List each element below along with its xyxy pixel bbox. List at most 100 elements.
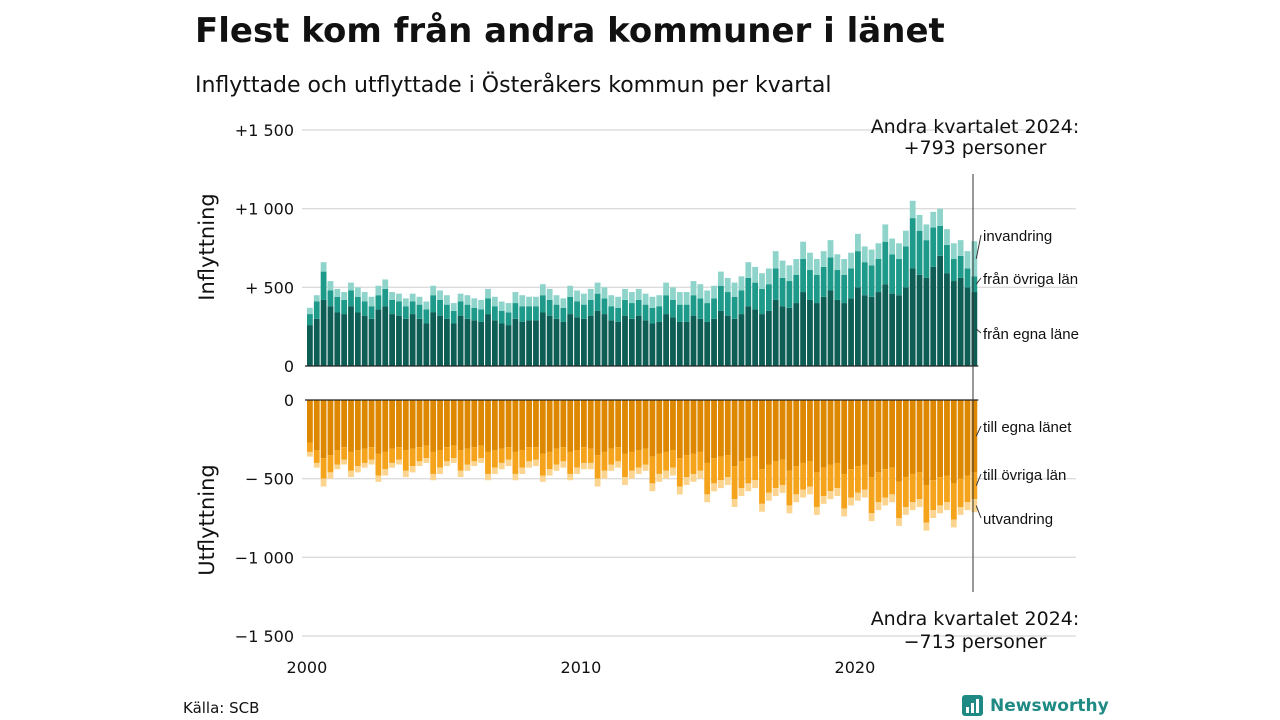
bar-inflow-0: [827, 290, 834, 366]
bar-outflow-1: [855, 466, 861, 493]
bar-inflow-2: [567, 285, 574, 297]
bar-outflow-1: [896, 481, 902, 518]
series-label-outflow: utvandring: [983, 511, 1053, 528]
bar-inflow-2: [697, 284, 704, 299]
bar-inflow-2: [813, 259, 820, 275]
bar-inflow-2: [690, 281, 697, 296]
label-leader-line: [975, 234, 982, 259]
bar-inflow-0: [485, 314, 491, 366]
bar-outflow-2: [649, 483, 656, 492]
bar-outflow-1: [409, 448, 416, 467]
x-tick-label: 2020: [835, 658, 876, 677]
bar-inflow-0: [676, 321, 683, 366]
bar-outflow-1: [670, 450, 676, 468]
bar-inflow-1: [635, 299, 642, 316]
bar-inflow-1: [683, 304, 690, 322]
bar-inflow-1: [389, 299, 395, 315]
bar-inflow-1: [800, 259, 806, 293]
bar-inflow-1: [868, 265, 875, 297]
y-tick-label: 0: [284, 391, 294, 410]
bar-outflow-1: [779, 459, 786, 485]
x-tick-label: 2000: [287, 658, 328, 677]
bar-outflow-1: [567, 451, 574, 474]
bar-outflow-1: [553, 448, 560, 465]
bar-outflow-2: [416, 461, 423, 467]
bar-inflow-0: [437, 315, 443, 366]
bar-inflow-1: [368, 306, 375, 319]
bar-outflow-1: [608, 448, 615, 465]
bar-outflow-1: [491, 450, 498, 468]
bar-inflow-2: [327, 281, 334, 291]
bar-inflow-2: [923, 224, 930, 241]
bar-inflow-2: [944, 229, 950, 245]
bar-inflow-1: [348, 290, 354, 307]
bar-outflow-0: [601, 400, 608, 452]
bar-inflow-2: [354, 287, 361, 297]
bar-inflow-0: [491, 320, 498, 366]
bar-outflow-0: [567, 400, 574, 452]
bar-outflow-2: [971, 499, 978, 513]
bar-outflow-0: [656, 400, 663, 454]
bar-outflow-1: [861, 464, 868, 490]
bar-outflow-2: [567, 473, 574, 481]
bar-inflow-1: [882, 241, 889, 285]
bar-outflow-0: [423, 400, 430, 446]
bar-outflow-0: [841, 400, 848, 474]
bar-inflow-1: [745, 277, 752, 307]
bar-outflow-2: [697, 470, 704, 479]
bar-outflow-2: [313, 462, 320, 468]
bar-inflow-2: [882, 224, 889, 242]
bar-inflow-0: [779, 306, 786, 366]
bar-outflow-1: [581, 447, 587, 463]
bar-inflow-0: [683, 321, 690, 366]
bar-inflow-2: [663, 282, 669, 296]
bar-outflow-1: [841, 473, 848, 509]
bar-inflow-0: [848, 298, 854, 366]
bar-outflow-1: [937, 477, 943, 506]
bar-inflow-0: [402, 318, 409, 366]
bar-outflow-0: [820, 400, 827, 468]
bar-inflow-0: [375, 309, 382, 366]
bar-inflow-2: [464, 295, 471, 305]
bar-inflow-2: [553, 295, 560, 305]
bar-inflow-0: [896, 295, 902, 366]
bar-outflow-2: [642, 464, 649, 471]
bar-inflow-1: [834, 270, 841, 300]
bar-outflow-0: [560, 400, 567, 448]
bar-outflow-2: [526, 461, 532, 468]
bar-inflow-1: [430, 295, 437, 313]
bar-inflow-1: [656, 306, 663, 322]
bar-inflow-0: [793, 303, 800, 366]
bar-outflow-2: [827, 491, 834, 500]
bar-outflow-0: [944, 400, 950, 476]
bar-outflow-0: [855, 400, 861, 467]
bar-outflow-1: [587, 448, 594, 463]
bar-inflow-0: [574, 317, 580, 366]
bar-inflow-1: [402, 306, 409, 319]
bar-inflow-0: [670, 317, 676, 366]
y-tick-label: +1 500: [235, 121, 294, 140]
bar-inflow-2: [307, 307, 313, 315]
bar-outflow-2: [930, 510, 937, 518]
bar-outflow-0: [718, 400, 724, 457]
bar-inflow-0: [457, 315, 464, 366]
bar-inflow-0: [971, 292, 978, 366]
bar-inflow-1: [601, 298, 608, 315]
bar-outflow-0: [875, 400, 882, 473]
bar-outflow-1: [971, 472, 978, 500]
bar-inflow-0: [533, 320, 539, 366]
bar-outflow-0: [396, 400, 402, 448]
bar-inflow-1: [793, 274, 800, 304]
bar-outflow-1: [464, 448, 471, 465]
bar-inflow-0: [944, 273, 950, 366]
bar-inflow-0: [416, 318, 423, 366]
bar-outflow-2: [875, 502, 882, 511]
bar-outflow-1: [820, 467, 827, 496]
bar-outflow-1: [944, 475, 950, 503]
x-tick-labels: 2000 2010 2020: [287, 658, 876, 677]
bar-outflow-0: [752, 400, 759, 457]
bar-inflow-0: [800, 292, 806, 366]
bar-outflow-2: [793, 494, 800, 503]
bar-inflow-1: [519, 306, 526, 322]
bar-outflow-2: [882, 497, 889, 506]
